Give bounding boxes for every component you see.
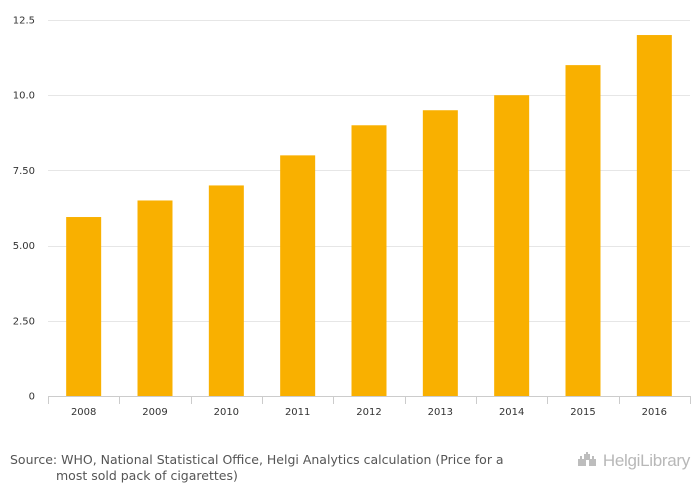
bar — [636, 35, 672, 396]
source-line-1: Source: WHO, National Statistical Office… — [10, 452, 504, 467]
x-tick-label: 2015 — [570, 407, 595, 418]
y-axis-labels: 0 2.50 5.00 7.50 10.0 12.5 — [13, 16, 35, 403]
y-tick-label: 5.00 — [13, 241, 35, 252]
source-line-2: most sold pack of cigarettes) — [56, 468, 238, 483]
x-tick-label: 2011 — [285, 407, 310, 418]
bar — [66, 217, 102, 396]
bar — [137, 200, 173, 396]
x-tick-label: 2016 — [642, 407, 667, 418]
x-tick-label: 2012 — [356, 407, 381, 418]
x-tick-label: 2013 — [428, 407, 453, 418]
bar — [351, 125, 387, 396]
bar — [422, 110, 458, 397]
x-tick-label: 2009 — [142, 407, 167, 418]
bars — [66, 35, 672, 397]
bar — [494, 95, 530, 396]
bar — [565, 65, 601, 397]
y-tick-label: 2.50 — [13, 316, 35, 327]
source-note: Source: WHO, National Statistical Office… — [10, 452, 530, 484]
x-axis-labels: 2008 2009 2010 2011 2012 2013 2014 2015 2016 — [48, 396, 691, 418]
y-tick-label: 0 — [29, 392, 35, 403]
brand-name: HelgiLibrary — [602, 451, 690, 470]
x-tick-label: 2014 — [499, 407, 524, 418]
y-tick-label: 7.50 — [13, 166, 35, 177]
castle-icon — [577, 451, 599, 472]
bar — [208, 185, 244, 396]
chart-footer: Source: WHO, National Statistical Office… — [0, 448, 700, 500]
y-tick-label: 10.0 — [13, 91, 35, 102]
x-tick-label: 2010 — [214, 407, 239, 418]
y-tick-label: 12.5 — [13, 16, 35, 27]
brand-logo: HelgiLibrary — [577, 451, 690, 472]
x-tick-label: 2008 — [71, 407, 96, 418]
bar — [280, 155, 316, 396]
